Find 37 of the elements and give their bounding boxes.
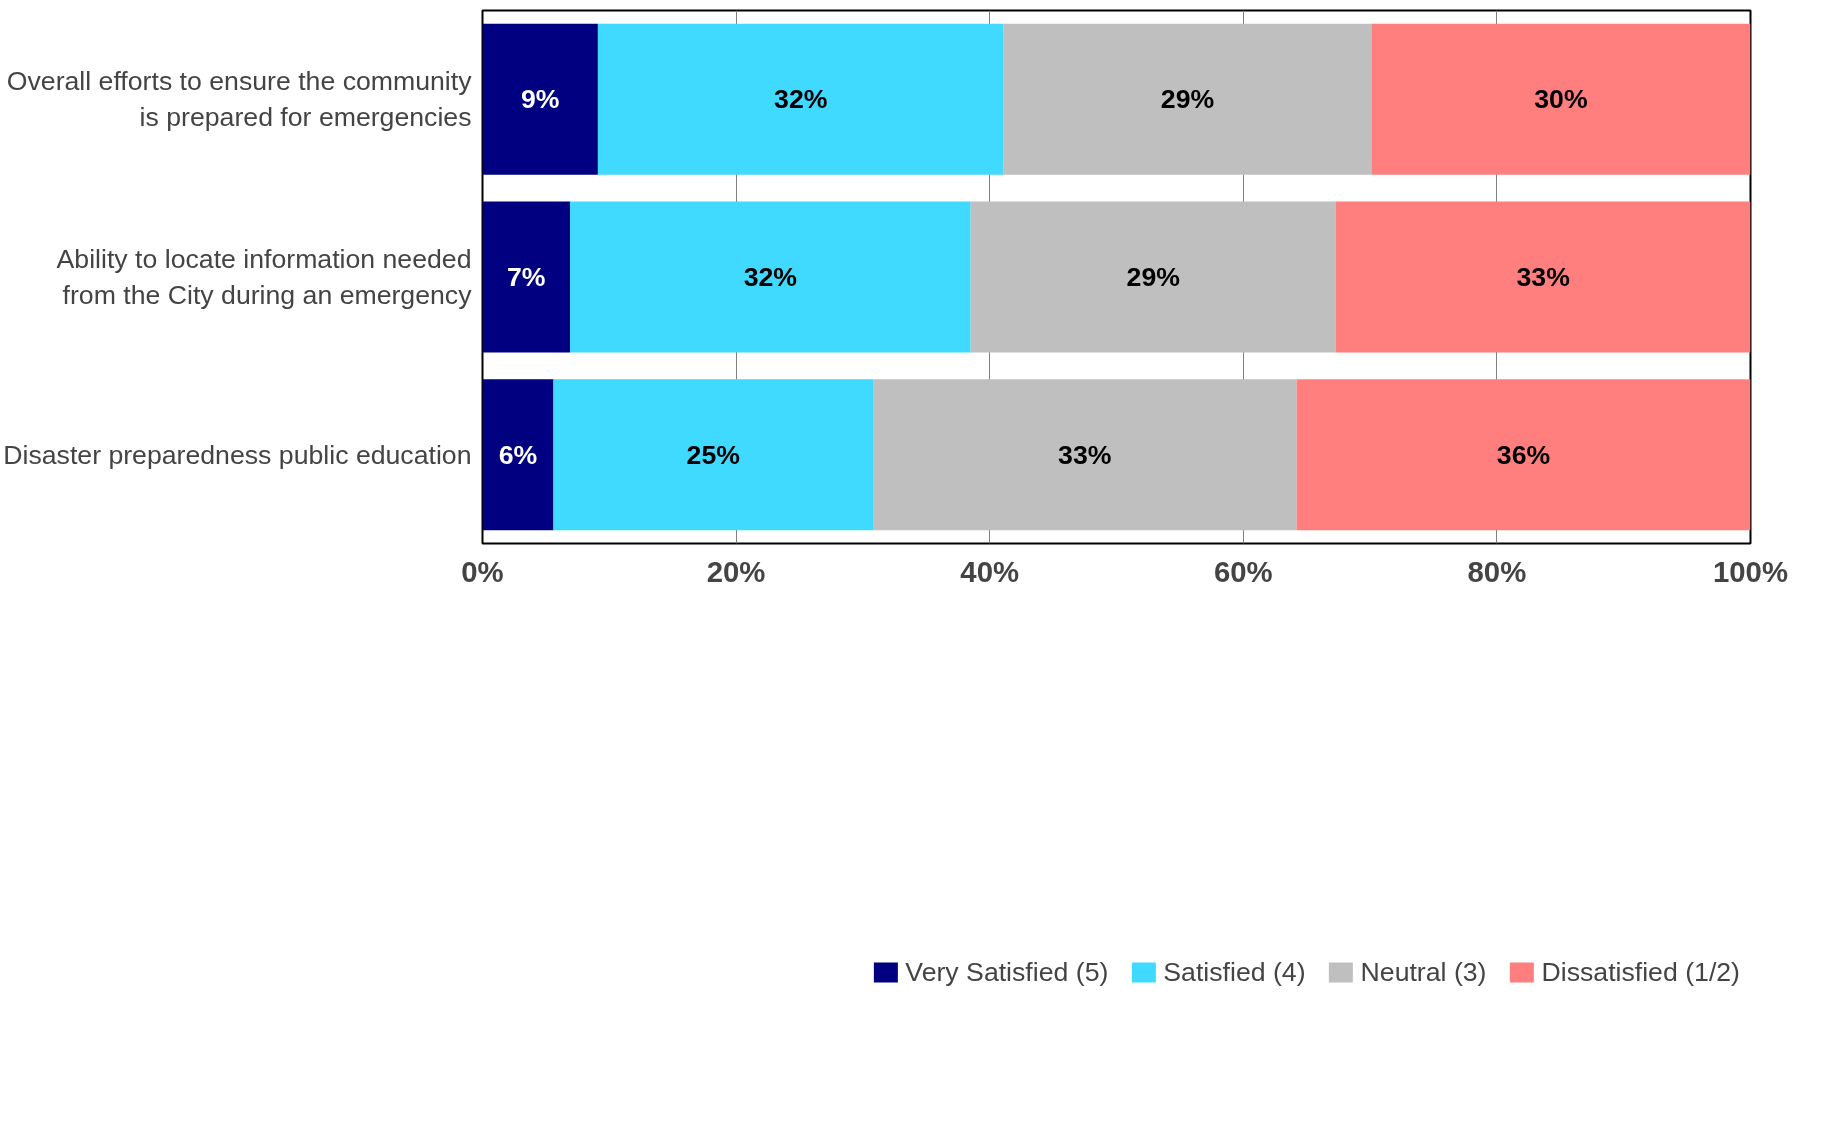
legend-label: Satisfied (4) (1163, 956, 1306, 988)
legend-label: Neutral (3) (1360, 956, 1487, 988)
x-tick-label: 60% (1213, 554, 1273, 588)
legend-label: Dissatisfied (1/2) (1541, 956, 1740, 988)
bar (1371, 23, 1751, 175)
y-tick-label: Ability to locate information needed from the City during an emergency (56, 244, 473, 310)
data-label: 32% (743, 262, 798, 292)
legend-label: Very Satisfied (5) (905, 956, 1109, 988)
bar (970, 201, 1336, 353)
x-tick-label: 100% (1712, 554, 1789, 588)
bar (482, 23, 598, 175)
data-label: 6% (498, 439, 538, 470)
data-label: 30% (1534, 84, 1588, 115)
bar (482, 379, 554, 531)
bar (569, 201, 971, 353)
bar (1003, 23, 1372, 175)
y-tick-label: Overall efforts to ensure the community is prepared for emergencies (6, 66, 473, 133)
x-tick-label: 20% (706, 554, 766, 588)
bar (1296, 379, 1751, 531)
data-label: 29% (1126, 262, 1180, 292)
data-label: 32% (774, 84, 828, 115)
bar (597, 23, 1004, 175)
x-tick-label: 0% (461, 554, 504, 588)
data-label: 33% (1058, 439, 1112, 470)
data-label: 7% (506, 262, 546, 292)
data-label: 25% (686, 439, 740, 470)
x-tick-label: 80% (1467, 554, 1527, 588)
bar (1335, 201, 1751, 353)
data-label: 36% (1496, 439, 1551, 470)
bar (873, 379, 1297, 531)
data-label: 33% (1516, 262, 1570, 292)
x-tick-label: 40% (960, 554, 1020, 588)
data-label: 9% (520, 84, 560, 115)
y-tick-label: Disaster preparedness public education (3, 439, 472, 470)
data-label: 29% (1160, 84, 1215, 115)
bar (482, 201, 570, 353)
bar (553, 379, 874, 531)
